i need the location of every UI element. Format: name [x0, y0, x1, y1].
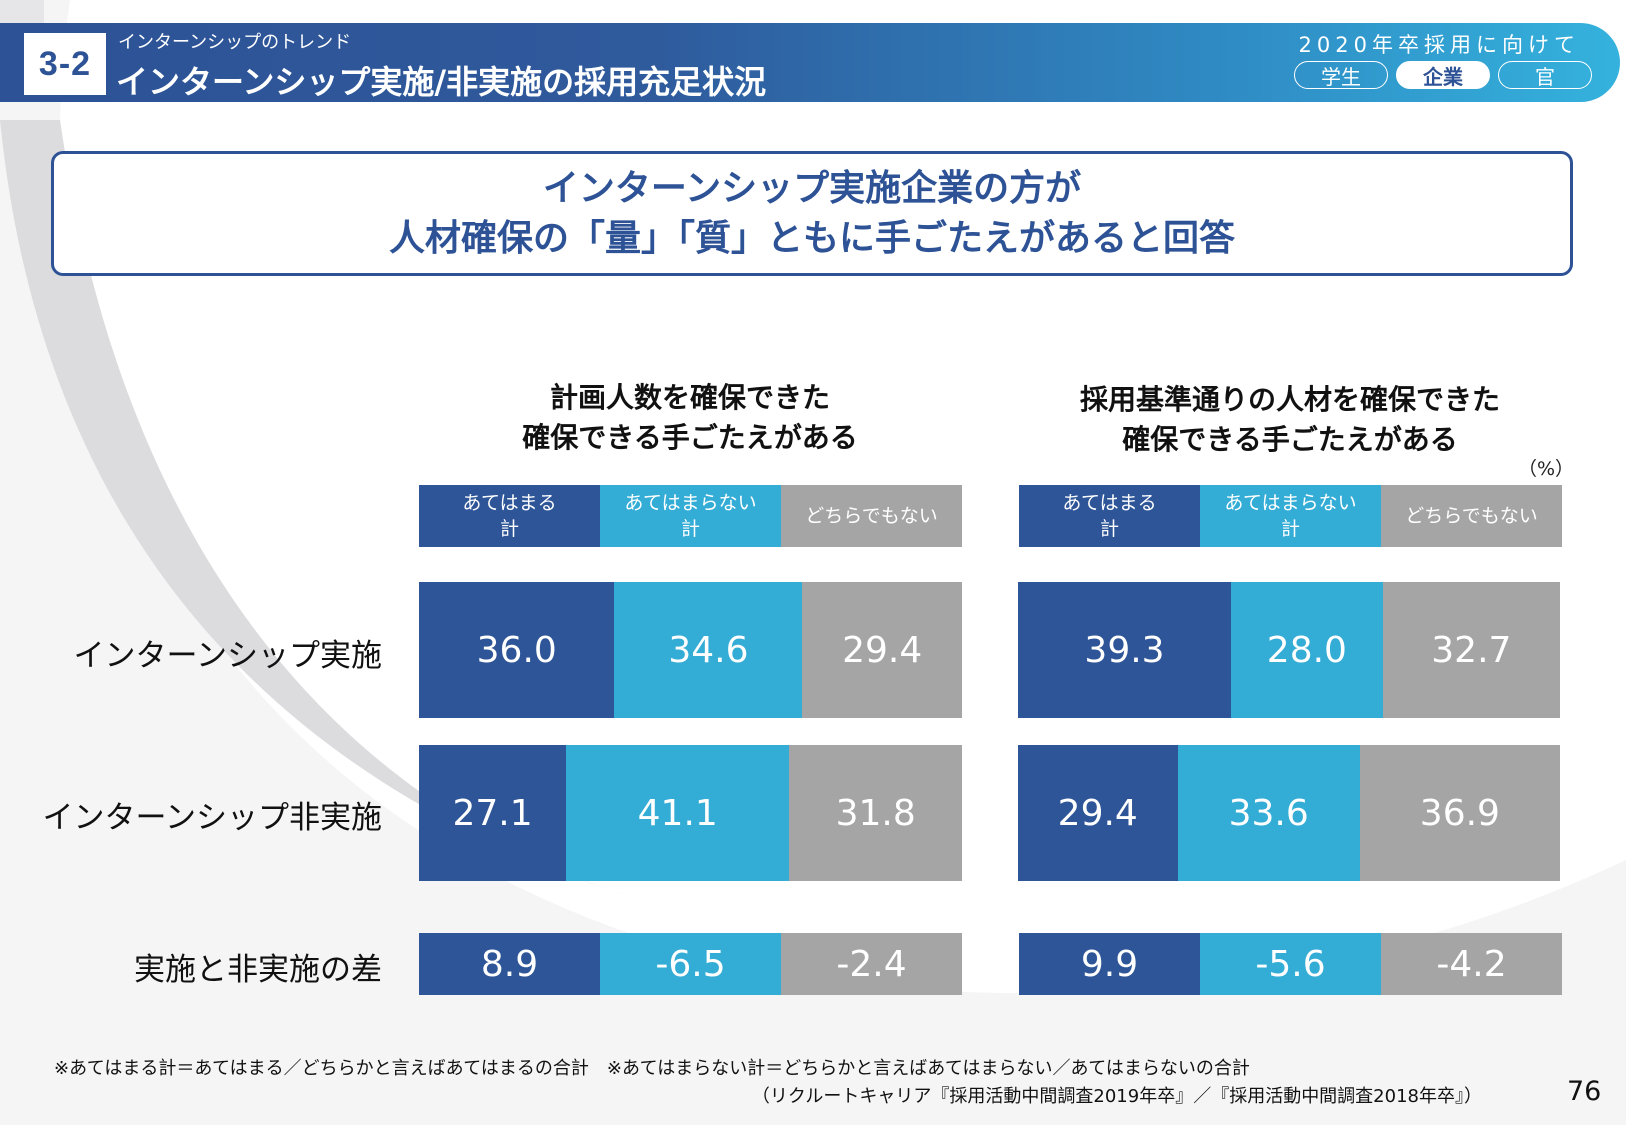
data-label: 9.9 — [1080, 943, 1139, 985]
chart-2-bar-implemented: 39.3 28.0 32.7 — [1018, 582, 1560, 718]
tab-company[interactable]: 企業 — [1396, 61, 1490, 89]
chart-1-difference-row: 8.9 -6.5 -2.4 — [419, 933, 962, 995]
legend-applies: あてはまる計 — [419, 485, 600, 547]
source-citation: （リクルートキャリア『採用活動中間調査2019年卒』／『採用活動中間調査2018… — [751, 1086, 1482, 1107]
chart-2-bar-not-implemented: 29.4 33.6 36.9 — [1018, 745, 1560, 881]
segment-applies: 36.0 — [419, 582, 615, 718]
difference-neither: -2.4 — [781, 933, 962, 995]
segment-not-applies: 28.0 — [1231, 582, 1383, 718]
chart-2-title: 採用基準通りの人材を確保できた 確保できる手ごたえがある — [1000, 380, 1580, 460]
row-label-difference: 実施と非実施の差 — [134, 952, 382, 988]
segment-neither: 36.9 — [1359, 745, 1560, 881]
series-title: 2020年卒採用に向けて — [1298, 33, 1580, 57]
tab-student[interactable]: 学生 — [1294, 61, 1388, 89]
page-number: 76 — [1567, 1076, 1602, 1107]
segment-applies: 27.1 — [419, 745, 567, 881]
chart-2-title-line-2: 確保できる手ごたえがある — [1122, 423, 1458, 456]
legend-label: 計 — [499, 518, 519, 540]
legend-label: あてはまらない — [624, 492, 757, 514]
data-label: 32.7 — [1431, 629, 1512, 671]
chart-2-legend: あてはまる計 あてはまらない計 どちらでもない — [1019, 485, 1562, 547]
data-label: 33.6 — [1228, 792, 1309, 834]
segment-applies: 39.3 — [1018, 582, 1231, 718]
section-header: 3-2 インターンシップのトレンド インターンシップ実施/非実施の採用充足状況 … — [0, 23, 1620, 102]
difference-not-applies: -6.5 — [600, 933, 781, 995]
section-number: 3-2 — [24, 33, 106, 95]
segment-applies: 29.4 — [1018, 745, 1178, 881]
chart-1-legend: あてはまる計 あてはまらない計 どちらでもない — [419, 485, 962, 547]
segment-neither: 32.7 — [1382, 582, 1560, 718]
legend-label: どちらでもない — [805, 505, 938, 527]
segment-neither: 29.4 — [802, 582, 962, 718]
chart-1-bar-implemented: 36.0 34.6 29.4 — [419, 582, 962, 718]
chart-1-bar-not-implemented: 27.1 41.1 31.8 — [419, 745, 962, 881]
data-label: 29.4 — [842, 629, 923, 671]
legend-label: あてはまる — [462, 492, 557, 514]
row-label-not-implemented: インターンシップ非実施 — [42, 800, 382, 836]
legend-not-applies: あてはまらない計 — [600, 485, 781, 547]
data-label: 8.9 — [480, 943, 539, 985]
legend-label: 計 — [1099, 518, 1119, 540]
data-label: 39.3 — [1084, 629, 1165, 671]
data-label: 36.0 — [476, 629, 557, 671]
segment-not-applies: 33.6 — [1177, 745, 1360, 881]
chart-2-difference-row: 9.9 -5.6 -4.2 — [1019, 933, 1562, 995]
headline-box: インターンシップ実施企業の方が 人材確保の「量」「質」ともに手ごたえがあると回答 — [51, 151, 1573, 276]
segment-neither: 31.8 — [789, 745, 962, 881]
difference-applies: 8.9 — [419, 933, 600, 995]
data-label: 29.4 — [1057, 792, 1138, 834]
legend-not-applies: あてはまらない計 — [1200, 485, 1381, 547]
data-label: 27.1 — [452, 792, 533, 834]
background-left-strip — [0, 0, 44, 25]
audience-tabs: 学生 企業 官 — [1294, 61, 1592, 89]
chart-1-title-line-2: 確保できる手ごたえがある — [522, 421, 858, 454]
legend-label: どちらでもない — [1405, 505, 1538, 527]
data-label: 34.6 — [668, 629, 749, 671]
data-label: -6.5 — [655, 943, 726, 985]
legend-label: 計 — [680, 518, 700, 540]
chart-2-title-line-1: 採用基準通りの人材を確保できた — [1079, 383, 1500, 416]
segment-not-applies: 41.1 — [566, 745, 790, 881]
tab-government[interactable]: 官 — [1498, 61, 1592, 89]
chart-1-title-line-1: 計画人数を確保できた — [549, 381, 830, 414]
difference-not-applies: -5.6 — [1200, 933, 1381, 995]
headline-line-2: 人材確保の「量」「質」ともに手ごたえがあると回答 — [388, 217, 1235, 259]
unit-label: （%） — [1518, 458, 1575, 480]
legend-neither: どちらでもない — [781, 485, 962, 547]
data-label: 36.9 — [1419, 792, 1500, 834]
data-label: 28.0 — [1266, 629, 1347, 671]
section-subtitle: インターンシップのトレンド — [118, 32, 352, 53]
data-label: 31.8 — [835, 792, 916, 834]
legend-applies: あてはまる計 — [1019, 485, 1200, 547]
chart-1-title: 計画人数を確保できた 確保できる手ごたえがある — [420, 378, 960, 458]
row-label-implemented: インターンシップ実施 — [73, 638, 382, 674]
headline-line-1: インターンシップ実施企業の方が — [542, 167, 1082, 209]
page-title: インターンシップ実施/非実施の採用充足状況 — [116, 63, 767, 101]
legend-neither: どちらでもない — [1381, 485, 1562, 547]
footnote: ※あてはまる計＝あてはまる／どちらかと言えばあてはまるの合計 ※あてはまらない計… — [54, 1058, 1250, 1079]
data-label: -2.4 — [836, 943, 907, 985]
segment-not-applies: 34.6 — [614, 582, 803, 718]
legend-label: あてはまらない — [1224, 492, 1357, 514]
legend-label: 計 — [1280, 518, 1300, 540]
data-label: -4.2 — [1436, 943, 1507, 985]
legend-label: あてはまる — [1062, 492, 1157, 514]
data-label: 41.1 — [637, 792, 718, 834]
data-label: -5.6 — [1255, 943, 1326, 985]
difference-applies: 9.9 — [1019, 933, 1200, 995]
difference-neither: -4.2 — [1381, 933, 1562, 995]
